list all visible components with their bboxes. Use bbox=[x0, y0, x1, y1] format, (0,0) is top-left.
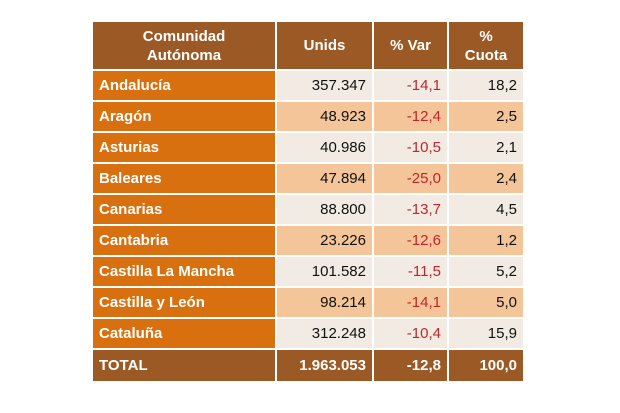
cell-var: -13,7 bbox=[374, 195, 447, 224]
cell-unids: 48.923 bbox=[277, 102, 372, 131]
cell-cuota: 2,5 bbox=[449, 102, 523, 131]
total-label: TOTAL bbox=[93, 350, 275, 381]
table-container: Comunidad Autónoma Unids % Var % Cuota A… bbox=[91, 20, 523, 383]
cell-var: -12,6 bbox=[374, 226, 447, 255]
cell-cuota: 5,2 bbox=[449, 257, 523, 286]
cell-comunidad: Aragón bbox=[93, 102, 275, 131]
table-row: Cantabria 23.226 -12,6 1,2 bbox=[93, 226, 523, 255]
cell-unids: 312.248 bbox=[277, 319, 372, 348]
header-cuota-line1: % bbox=[479, 27, 493, 45]
cell-unids: 88.800 bbox=[277, 195, 372, 224]
cell-unids: 98.214 bbox=[277, 288, 372, 317]
cell-var: -10,5 bbox=[374, 133, 447, 162]
table-row: Aragón 48.923 -12,4 2,5 bbox=[93, 102, 523, 131]
cell-unids: 101.582 bbox=[277, 257, 372, 286]
header-comunidad-line2: Autónoma bbox=[146, 46, 222, 64]
cell-cuota: 5,0 bbox=[449, 288, 523, 317]
total-unids: 1.963.053 bbox=[277, 350, 372, 381]
cell-comunidad: Cataluña bbox=[93, 319, 275, 348]
table-row: Castilla La Mancha 101.582 -11,5 5,2 bbox=[93, 257, 523, 286]
cell-comunidad: Andalucía bbox=[93, 71, 275, 100]
sales-table: Comunidad Autónoma Unids % Var % Cuota A… bbox=[91, 20, 525, 383]
cell-comunidad: Asturias bbox=[93, 133, 275, 162]
cell-var: -14,1 bbox=[374, 71, 447, 100]
header-cuota: % Cuota bbox=[449, 22, 523, 69]
cell-unids: 40.986 bbox=[277, 133, 372, 162]
cell-unids: 47.894 bbox=[277, 164, 372, 193]
total-cuota: 100,0 bbox=[449, 350, 523, 381]
cell-var: -14,1 bbox=[374, 288, 447, 317]
cell-cuota: 2,1 bbox=[449, 133, 523, 162]
header-comunidad: Comunidad Autónoma bbox=[93, 22, 275, 69]
table-row: Canarias 88.800 -13,7 4,5 bbox=[93, 195, 523, 224]
cell-cuota: 4,5 bbox=[449, 195, 523, 224]
cell-unids: 357.347 bbox=[277, 71, 372, 100]
header-unids: Unids bbox=[277, 22, 372, 69]
cell-unids: 23.226 bbox=[277, 226, 372, 255]
table-row: Andalucía 357.347 -14,1 18,2 bbox=[93, 71, 523, 100]
cell-cuota: 2,4 bbox=[449, 164, 523, 193]
cell-cuota: 1,2 bbox=[449, 226, 523, 255]
total-row: TOTAL 1.963.053 -12,8 100,0 bbox=[93, 350, 523, 381]
total-var: -12,8 bbox=[374, 350, 447, 381]
cell-comunidad: Baleares bbox=[93, 164, 275, 193]
table-row: Asturias 40.986 -10,5 2,1 bbox=[93, 133, 523, 162]
cell-var: -11,5 bbox=[374, 257, 447, 286]
cell-cuota: 18,2 bbox=[449, 71, 523, 100]
header-row: Comunidad Autónoma Unids % Var % Cuota bbox=[93, 22, 523, 69]
table-row: Cataluña 312.248 -10,4 15,9 bbox=[93, 319, 523, 348]
table-row: Castilla y León 98.214 -14,1 5,0 bbox=[93, 288, 523, 317]
header-cuota-line2: Cuota bbox=[464, 46, 508, 64]
cell-comunidad: Canarias bbox=[93, 195, 275, 224]
cell-comunidad: Castilla La Mancha bbox=[93, 257, 275, 286]
cell-cuota: 15,9 bbox=[449, 319, 523, 348]
cell-var: -10,4 bbox=[374, 319, 447, 348]
header-var: % Var bbox=[374, 22, 447, 69]
cell-comunidad: Cantabria bbox=[93, 226, 275, 255]
cell-var: -12,4 bbox=[374, 102, 447, 131]
cell-var: -25,0 bbox=[374, 164, 447, 193]
cell-comunidad: Castilla y León bbox=[93, 288, 275, 317]
header-comunidad-line1: Comunidad bbox=[142, 27, 226, 45]
table-row: Baleares 47.894 -25,0 2,4 bbox=[93, 164, 523, 193]
